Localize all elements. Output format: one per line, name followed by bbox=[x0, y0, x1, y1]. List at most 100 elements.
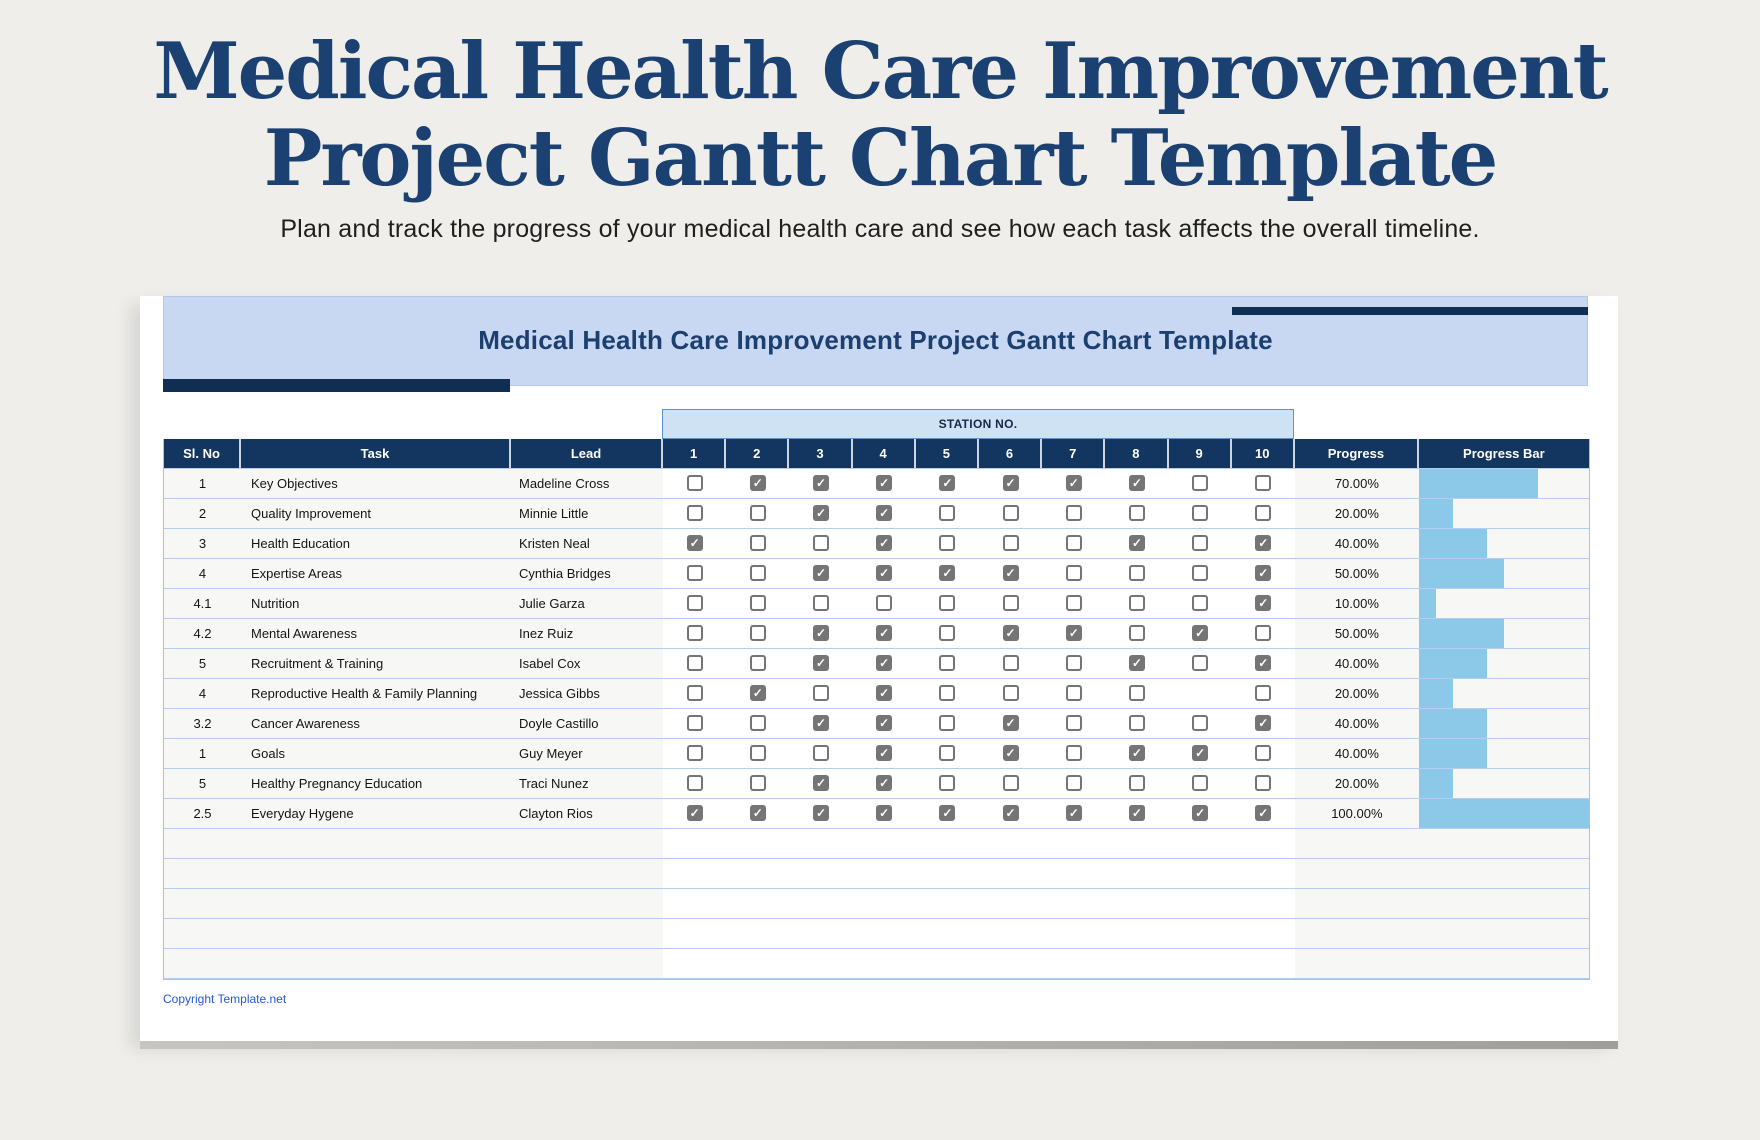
station-checkbox-unchecked[interactable] bbox=[749, 775, 766, 792]
station-checkbox-unchecked[interactable] bbox=[812, 595, 829, 612]
station-checkbox-unchecked[interactable] bbox=[1065, 685, 1082, 702]
station-checkbox-unchecked[interactable] bbox=[939, 715, 956, 732]
station-checkbox-checked[interactable] bbox=[1192, 745, 1209, 762]
station-checkbox-unchecked[interactable] bbox=[1192, 535, 1209, 552]
station-checkbox-unchecked[interactable] bbox=[1255, 625, 1272, 642]
station-checkbox-checked[interactable] bbox=[1255, 655, 1272, 672]
station-checkbox-unchecked[interactable] bbox=[686, 565, 703, 582]
station-checkbox-checked[interactable] bbox=[939, 475, 956, 492]
station-checkbox-checked[interactable] bbox=[1128, 745, 1145, 762]
station-checkbox-checked[interactable] bbox=[812, 475, 829, 492]
station-checkbox-unchecked[interactable] bbox=[1065, 535, 1082, 552]
station-checkbox-checked[interactable] bbox=[1255, 535, 1272, 552]
station-checkbox-checked[interactable] bbox=[876, 685, 893, 702]
station-checkbox-checked[interactable] bbox=[1192, 805, 1209, 822]
station-checkbox-unchecked[interactable] bbox=[686, 715, 703, 732]
station-checkbox-checked[interactable] bbox=[812, 655, 829, 672]
station-checkbox-unchecked[interactable] bbox=[749, 565, 766, 582]
station-checkbox-checked[interactable] bbox=[876, 805, 893, 822]
station-checkbox-checked[interactable] bbox=[876, 715, 893, 732]
station-checkbox-unchecked[interactable] bbox=[1128, 775, 1145, 792]
station-checkbox-unchecked[interactable] bbox=[1002, 775, 1019, 792]
station-checkbox-unchecked[interactable] bbox=[1002, 655, 1019, 672]
station-checkbox-unchecked[interactable] bbox=[1192, 595, 1209, 612]
station-checkbox-checked[interactable] bbox=[812, 805, 829, 822]
station-checkbox-unchecked[interactable] bbox=[1065, 595, 1082, 612]
station-checkbox-unchecked[interactable] bbox=[939, 625, 956, 642]
station-checkbox-checked[interactable] bbox=[1002, 745, 1019, 762]
station-checkbox-unchecked[interactable] bbox=[812, 685, 829, 702]
station-checkbox-checked[interactable] bbox=[812, 625, 829, 642]
station-checkbox-unchecked[interactable] bbox=[686, 745, 703, 762]
station-checkbox-unchecked[interactable] bbox=[1002, 535, 1019, 552]
station-checkbox-checked[interactable] bbox=[876, 745, 893, 762]
station-checkbox-checked[interactable] bbox=[749, 685, 766, 702]
station-checkbox-checked[interactable] bbox=[939, 805, 956, 822]
station-checkbox-checked[interactable] bbox=[812, 715, 829, 732]
station-checkbox-checked[interactable] bbox=[1002, 625, 1019, 642]
station-checkbox-checked[interactable] bbox=[1192, 625, 1209, 642]
station-checkbox-checked[interactable] bbox=[876, 655, 893, 672]
station-checkbox-unchecked[interactable] bbox=[749, 745, 766, 762]
station-checkbox-unchecked[interactable] bbox=[1065, 565, 1082, 582]
station-checkbox-checked[interactable] bbox=[1065, 625, 1082, 642]
station-checkbox-checked[interactable] bbox=[1002, 475, 1019, 492]
station-checkbox-checked[interactable] bbox=[876, 505, 893, 522]
station-checkbox-unchecked[interactable] bbox=[812, 535, 829, 552]
station-checkbox-unchecked[interactable] bbox=[749, 655, 766, 672]
station-checkbox-unchecked[interactable] bbox=[1065, 505, 1082, 522]
station-checkbox-checked[interactable] bbox=[1002, 805, 1019, 822]
station-checkbox-checked[interactable] bbox=[1255, 595, 1272, 612]
station-checkbox-unchecked[interactable] bbox=[686, 505, 703, 522]
station-checkbox-checked[interactable] bbox=[876, 565, 893, 582]
station-checkbox-unchecked[interactable] bbox=[939, 535, 956, 552]
station-checkbox-unchecked[interactable] bbox=[1128, 715, 1145, 732]
station-checkbox-unchecked[interactable] bbox=[939, 655, 956, 672]
station-checkbox-unchecked[interactable] bbox=[1255, 475, 1272, 492]
station-checkbox-unchecked[interactable] bbox=[1255, 745, 1272, 762]
station-checkbox-unchecked[interactable] bbox=[1128, 595, 1145, 612]
station-checkbox-unchecked[interactable] bbox=[939, 505, 956, 522]
station-checkbox-checked[interactable] bbox=[812, 775, 829, 792]
station-checkbox-unchecked[interactable] bbox=[1128, 565, 1145, 582]
station-checkbox-checked[interactable] bbox=[1255, 805, 1272, 822]
station-checkbox-unchecked[interactable] bbox=[686, 655, 703, 672]
station-checkbox-checked[interactable] bbox=[812, 505, 829, 522]
station-checkbox-unchecked[interactable] bbox=[1002, 505, 1019, 522]
station-checkbox-checked[interactable] bbox=[1002, 565, 1019, 582]
station-checkbox-unchecked[interactable] bbox=[1128, 685, 1145, 702]
station-checkbox-unchecked[interactable] bbox=[1192, 655, 1209, 672]
station-checkbox-checked[interactable] bbox=[1255, 565, 1272, 582]
station-checkbox-checked[interactable] bbox=[1128, 475, 1145, 492]
station-checkbox-unchecked[interactable] bbox=[686, 475, 703, 492]
station-checkbox-checked[interactable] bbox=[1128, 655, 1145, 672]
station-checkbox-unchecked[interactable] bbox=[1065, 715, 1082, 732]
station-checkbox-unchecked[interactable] bbox=[876, 595, 893, 612]
station-checkbox-checked[interactable] bbox=[1065, 475, 1082, 492]
station-checkbox-checked[interactable] bbox=[1128, 535, 1145, 552]
station-checkbox-checked[interactable] bbox=[686, 535, 703, 552]
station-checkbox-checked[interactable] bbox=[749, 805, 766, 822]
station-checkbox-unchecked[interactable] bbox=[939, 745, 956, 762]
station-checkbox-unchecked[interactable] bbox=[686, 595, 703, 612]
station-checkbox-checked[interactable] bbox=[876, 625, 893, 642]
station-checkbox-unchecked[interactable] bbox=[1255, 505, 1272, 522]
station-checkbox-unchecked[interactable] bbox=[749, 505, 766, 522]
station-checkbox-checked[interactable] bbox=[1002, 715, 1019, 732]
station-checkbox-unchecked[interactable] bbox=[812, 745, 829, 762]
station-checkbox-checked[interactable] bbox=[876, 475, 893, 492]
station-checkbox-checked[interactable] bbox=[939, 565, 956, 582]
station-checkbox-unchecked[interactable] bbox=[939, 595, 956, 612]
station-checkbox-unchecked[interactable] bbox=[1255, 685, 1272, 702]
station-checkbox-unchecked[interactable] bbox=[939, 775, 956, 792]
station-checkbox-unchecked[interactable] bbox=[1065, 745, 1082, 762]
station-checkbox-checked[interactable] bbox=[749, 475, 766, 492]
station-checkbox-unchecked[interactable] bbox=[749, 625, 766, 642]
station-checkbox-unchecked[interactable] bbox=[1192, 565, 1209, 582]
copyright-link[interactable]: Copyright Template.net bbox=[163, 991, 287, 1006]
station-checkbox-unchecked[interactable] bbox=[749, 595, 766, 612]
station-checkbox-unchecked[interactable] bbox=[1192, 715, 1209, 732]
station-checkbox-unchecked[interactable] bbox=[939, 685, 956, 702]
station-checkbox-checked[interactable] bbox=[686, 805, 703, 822]
station-checkbox-checked[interactable] bbox=[1065, 805, 1082, 822]
